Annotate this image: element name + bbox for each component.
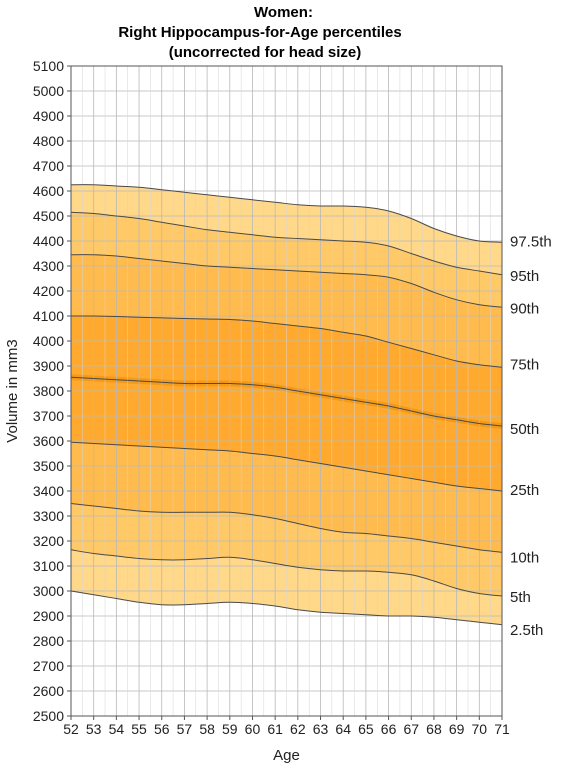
percentile-label-75th: 75th [510, 356, 539, 373]
y-tick-label: 3900 [33, 358, 64, 374]
y-tick-label: 3800 [33, 383, 64, 399]
y-tick-label: 2900 [33, 608, 64, 624]
percentile-lines [70, 184, 503, 626]
y-tick-label: 4400 [33, 233, 64, 249]
percentile-labels: 2.5th 5th 10th 25th 50th 75th 90th 95th 97.5th [510, 233, 552, 639]
line-95th [70, 211, 503, 276]
percentile-label-10th: 10th [510, 549, 539, 566]
x-tick-label: 57 [177, 721, 193, 737]
percentile-label-97.5th: 97.5th [510, 233, 552, 250]
x-tick-label: 64 [335, 721, 351, 737]
x-tick-label: 66 [381, 721, 397, 737]
percentile-label-2.5th: 2.5th [510, 622, 543, 639]
grid-lines [70, 65, 503, 717]
y-tick-label: 4000 [33, 333, 64, 349]
y-tick-label: 2600 [33, 683, 64, 699]
percentile-label-5th: 5th [510, 589, 531, 606]
line-90th [70, 254, 503, 308]
x-axis-ticks: 52 53 54 55 56 57 58 59 60 61 62 63 64 65 66 67 68 69 70 71 [63, 716, 510, 737]
x-tick-label: 69 [449, 721, 465, 737]
percentile-label-95th: 95th [510, 268, 539, 285]
chart-title: Women: Right Hippocampus-for-Age percent… [0, 0, 567, 64]
y-tick-label: 4900 [33, 108, 64, 124]
line-50th [70, 376, 503, 427]
line-25th [70, 441, 503, 492]
y-tick-label: 3400 [33, 483, 64, 499]
y-axis-label: Volume in mm3 [4, 339, 21, 442]
y-tick-label: 3700 [33, 408, 64, 424]
x-tick-label: 70 [472, 721, 488, 737]
x-tick-label: 52 [63, 721, 79, 737]
x-tick-label: 68 [426, 721, 442, 737]
x-tick-label: 67 [403, 721, 419, 737]
line-97.5th [70, 184, 503, 243]
x-tick-label: 63 [313, 721, 329, 737]
line-2.5th [70, 590, 503, 626]
y-tick-label: 4600 [33, 183, 64, 199]
x-tick-label: 59 [222, 721, 238, 737]
y-tick-label: 4100 [33, 308, 64, 324]
y-tick-label: 3000 [33, 583, 64, 599]
chart-title-line-2: Right Hippocampus-for-Age percentiles [118, 24, 402, 41]
x-tick-label: 56 [154, 721, 170, 737]
y-tick-label: 4500 [33, 208, 64, 224]
y-tick-label: 3300 [33, 508, 64, 524]
x-axis-label: Age [273, 747, 300, 764]
y-axis-ticks: 2500 2600 2700 2800 2900 3000 3100 3200 3300 3400… [33, 58, 71, 724]
x-tick-label: 71 [494, 721, 510, 737]
x-tick-label: 53 [86, 721, 102, 737]
y-tick-label: 2700 [33, 658, 64, 674]
y-tick-label: 3500 [33, 458, 64, 474]
line-10th [70, 503, 503, 553]
x-tick-label: 62 [290, 721, 306, 737]
x-tick-label: 65 [358, 721, 374, 737]
y-tick-label: 4200 [33, 283, 64, 299]
chart-title-line-3: (uncorrected for head size) [168, 44, 362, 61]
line-75th [70, 315, 503, 368]
y-tick-label: 2500 [33, 708, 64, 724]
percentile-label-25th: 25th [510, 482, 539, 499]
y-tick-label: 2800 [33, 633, 64, 649]
x-tick-label: 55 [131, 721, 147, 737]
y-tick-label: 4800 [33, 133, 64, 149]
x-tick-label: 60 [245, 721, 261, 737]
x-tick-label: 54 [109, 721, 125, 737]
line-5th [70, 549, 503, 597]
y-tick-label: 3600 [33, 433, 64, 449]
y-tick-label: 3100 [33, 558, 64, 574]
y-tick-label: 4700 [33, 158, 64, 174]
y-tick-label: 5100 [33, 58, 64, 74]
x-tick-label: 58 [199, 721, 215, 737]
y-tick-label: 3200 [33, 533, 64, 549]
y-tick-label: 5000 [33, 83, 64, 99]
y-tick-label: 4300 [33, 258, 64, 274]
x-tick-label: 61 [267, 721, 283, 737]
percentile-label-50th: 50th [510, 421, 539, 438]
percentile-label-90th: 90th [510, 300, 539, 317]
chart-title-line-1: Women: [254, 4, 313, 21]
